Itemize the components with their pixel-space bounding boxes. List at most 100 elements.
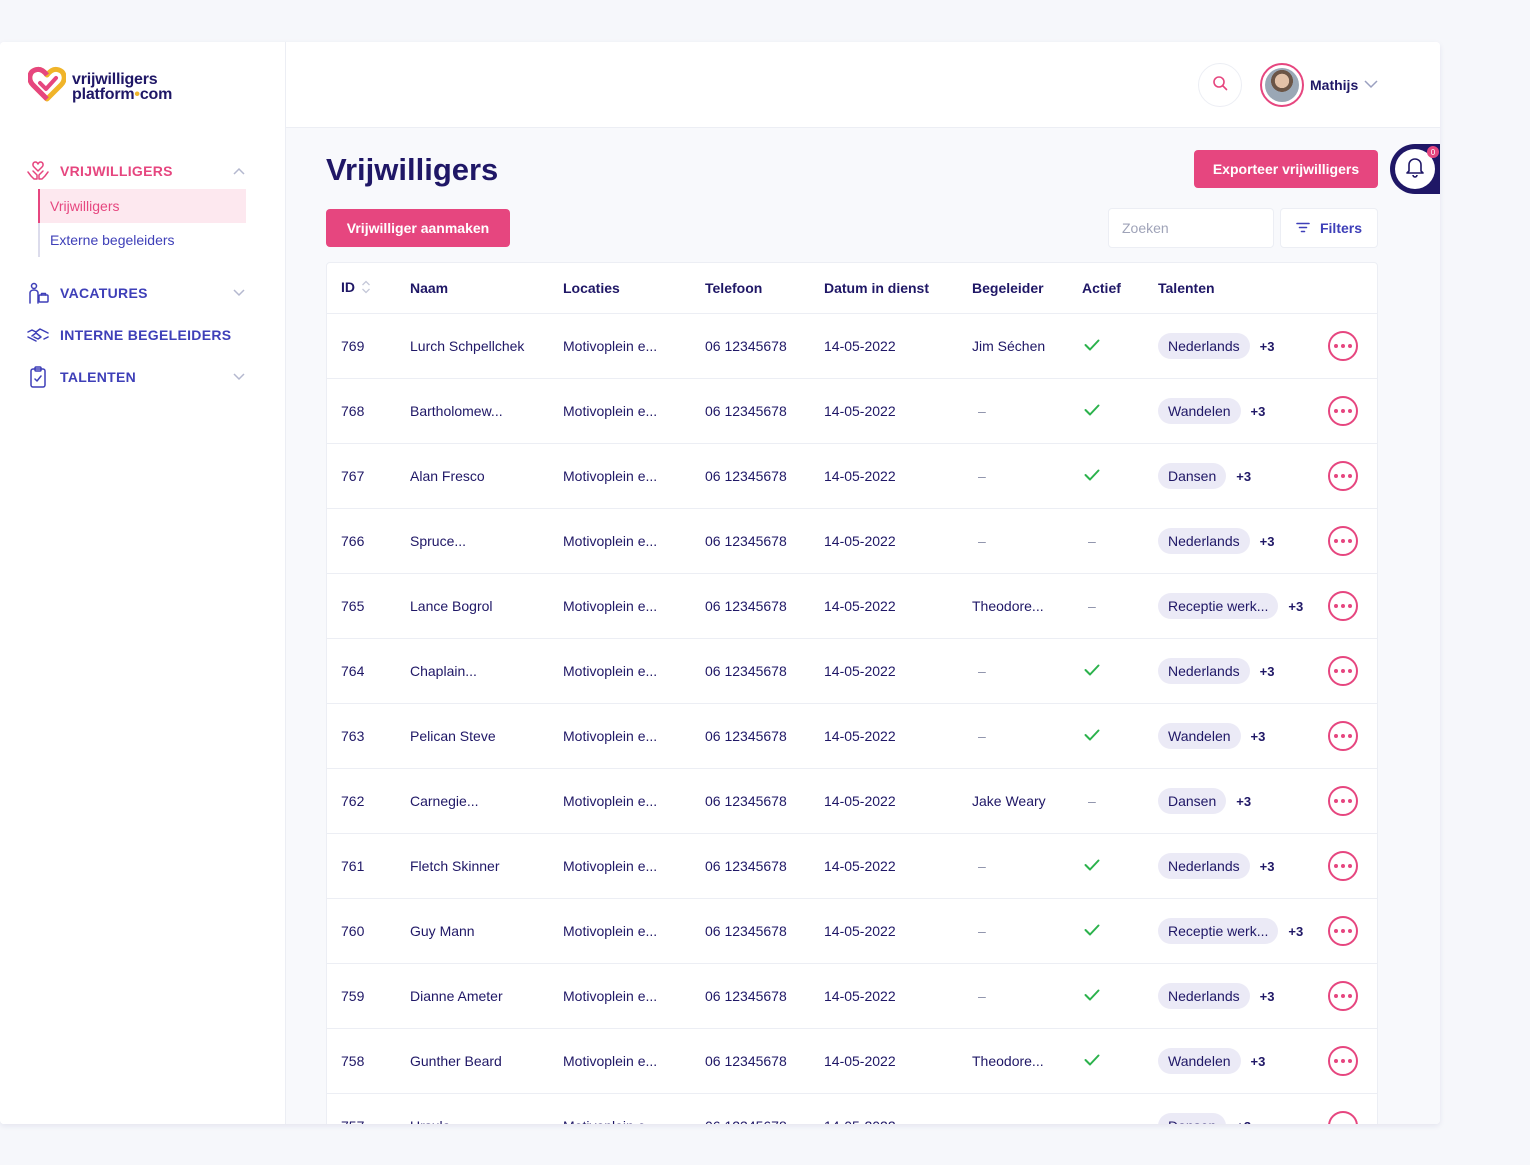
row-actions-button[interactable] <box>1328 915 1358 946</box>
begeleider-value: – <box>978 467 986 484</box>
subnav-vrijwilligers: Vrijwilligers Externe begeleiders <box>38 189 246 257</box>
sort-icon[interactable] <box>361 280 371 297</box>
cell-actions <box>1328 573 1377 639</box>
cell-actions <box>1328 443 1377 509</box>
row-actions-button[interactable] <box>1328 590 1358 621</box>
row-actions-button[interactable] <box>1328 1045 1358 1076</box>
cell-naam[interactable]: Pelican Steve <box>410 703 563 769</box>
cell-actief <box>1082 963 1158 1029</box>
talent-tag[interactable]: Nederlands <box>1158 527 1250 554</box>
table-row[interactable]: 759 Dianne Ameter Motivoplein e... 06 12345… <box>327 963 1377 1029</box>
row-actions-button[interactable] <box>1328 460 1358 491</box>
talent-more-count[interactable]: +3 <box>1250 1053 1266 1069</box>
row-actions-button[interactable] <box>1328 980 1358 1011</box>
talent-more-count[interactable]: +3 <box>1250 403 1266 419</box>
cell-naam[interactable]: Dianne Ameter <box>410 963 563 1029</box>
talent-tag[interactable]: Wandelen <box>1158 397 1241 424</box>
filters-button[interactable]: Filters <box>1280 208 1378 248</box>
row-actions-button[interactable] <box>1328 785 1358 816</box>
sidebar-group-interne-begeleiders[interactable]: INTERNE BEGELEIDERS <box>26 321 246 349</box>
table-row[interactable]: 763 Pelican Steve Motivoplein e... 06 12345… <box>327 703 1377 769</box>
talent-more-count[interactable]: +3 <box>1259 338 1275 354</box>
talent-more-count[interactable]: +3 <box>1236 468 1252 484</box>
notifications-button[interactable]: 0 <box>1390 144 1440 194</box>
chevron-down-icon[interactable] <box>232 286 246 300</box>
global-search-button[interactable] <box>1198 63 1242 107</box>
table-row[interactable]: 761 Fletch Skinner Motivoplein e... 06 1234… <box>327 833 1377 899</box>
cell-locatie: Motivoplein e... <box>563 313 705 379</box>
sidebar-group-talenten[interactable]: TALENTEN <box>26 363 246 391</box>
talent-more-count[interactable]: +3 <box>1259 858 1275 874</box>
chevron-down-icon[interactable] <box>232 370 246 384</box>
row-actions-button[interactable] <box>1328 1110 1358 1124</box>
logo[interactable]: vrijwilligers platform•com <box>27 66 172 107</box>
cell-naam[interactable]: Chaplain... <box>410 638 563 704</box>
talent-tag[interactable]: Dansen <box>1158 787 1227 814</box>
sidebar-item-vrijwilligers[interactable]: Vrijwilligers <box>38 189 246 223</box>
talent-more-count[interactable]: +3 <box>1259 663 1275 679</box>
cell-naam[interactable]: Alan Fresco <box>410 443 563 509</box>
talent-tag[interactable]: Nederlands <box>1158 982 1250 1009</box>
talent-more-count[interactable]: +3 <box>1236 1119 1251 1125</box>
talent-tag[interactable]: Receptie werk... <box>1158 592 1279 619</box>
cell-naam[interactable]: Carnegie... <box>410 768 563 834</box>
talent-tag[interactable]: Wandelen <box>1158 1047 1241 1074</box>
row-actions-button[interactable] <box>1328 720 1358 751</box>
sidebar-group-vrijwilligers[interactable]: VRIJWILLIGERS <box>26 157 246 185</box>
talent-more-count[interactable]: +3 <box>1236 793 1252 809</box>
chevron-up-icon[interactable] <box>232 164 246 178</box>
table-row[interactable]: 760 Guy Mann Motivoplein e... 06 12345678 14… <box>327 898 1377 964</box>
talent-more-count[interactable]: +3 <box>1259 533 1275 549</box>
handshake-icon <box>26 323 50 347</box>
cell-naam[interactable]: Ursula... <box>410 1093 563 1124</box>
talent-tag[interactable]: Receptie werk... <box>1158 917 1279 944</box>
row-actions-button[interactable] <box>1328 850 1358 881</box>
search-input[interactable] <box>1108 208 1274 248</box>
table-row[interactable]: 766 Spruce... Motivoplein e... 06 12345678 1… <box>327 508 1377 574</box>
talent-tag[interactable]: Dansen <box>1158 462 1227 489</box>
cell-naam[interactable]: Bartholomew... <box>410 378 563 444</box>
row-actions-button[interactable] <box>1328 525 1358 556</box>
talent-tag[interactable]: Nederlands <box>1158 657 1250 684</box>
talent-tag[interactable]: Dansen <box>1158 1112 1227 1124</box>
create-volunteer-button[interactable]: Vrijwilliger aanmaken <box>326 209 510 247</box>
table-row[interactable]: 758 Gunther Beard Motivoplein e... 06 12345… <box>327 1028 1377 1094</box>
table-row[interactable]: 765 Lance Bogrol Motivoplein e... 06 123456… <box>327 573 1377 639</box>
talent-tag[interactable]: Nederlands <box>1158 852 1250 879</box>
logo-text: vrijwilligers platform•com <box>72 71 172 102</box>
cell-naam[interactable]: Fletch Skinner <box>410 833 563 899</box>
talent-tag[interactable]: Nederlands <box>1158 332 1250 359</box>
table-row[interactable]: 762 Carnegie... Motivoplein e... 06 1234567… <box>327 768 1377 834</box>
avatar[interactable] <box>1260 63 1304 107</box>
talent-tag[interactable]: Wandelen <box>1158 722 1241 749</box>
cell-id: 769 <box>327 313 410 379</box>
table-row[interactable]: 767 Alan Fresco Motivoplein e... 06 1234567… <box>327 443 1377 509</box>
table-row[interactable]: 769 Lurch Schpellchek Motivoplein e... 06 1… <box>327 313 1377 379</box>
table-row[interactable]: 768 Bartholomew... Motivoplein e... 06 1234… <box>327 378 1377 444</box>
check-icon <box>1082 988 1100 1004</box>
talent-more-count[interactable]: +3 <box>1250 728 1266 744</box>
cell-locatie: Motivoplein e... <box>563 573 705 639</box>
talent-more-count[interactable]: +3 <box>1288 923 1304 939</box>
row-actions-button[interactable] <box>1328 330 1358 361</box>
cell-naam[interactable]: Gunther Beard <box>410 1028 563 1094</box>
sidebar-group-vacatures[interactable]: VACATURES <box>26 279 246 307</box>
row-actions-button[interactable] <box>1328 395 1358 426</box>
talent-more-count[interactable]: +3 <box>1259 988 1275 1004</box>
cell-naam[interactable]: Guy Mann <box>410 898 563 964</box>
cell-naam[interactable]: Lurch Schpellchek <box>410 313 563 379</box>
chevron-down-icon <box>1364 76 1378 94</box>
column-header-id[interactable]: ID <box>327 263 410 314</box>
table-row[interactable]: 757Ursula...Motivoplein e...06 123456781… <box>327 1093 1377 1124</box>
cell-naam[interactable]: Lance Bogrol <box>410 573 563 639</box>
export-button[interactable]: Exporteer vrijwilligers <box>1194 150 1378 188</box>
column-header-datum: Datum in dienst <box>824 263 972 314</box>
table-row[interactable]: 764 Chaplain... Motivoplein e... 06 1234567… <box>327 638 1377 704</box>
row-actions-button[interactable] <box>1328 655 1358 686</box>
cell-naam[interactable]: Spruce... <box>410 508 563 574</box>
sidebar-item-externe-begeleiders[interactable]: Externe begeleiders <box>50 232 175 248</box>
talent-more-count[interactable]: +3 <box>1288 598 1304 614</box>
user-menu[interactable]: Mathijs <box>1260 63 1378 107</box>
inactive-dash: – <box>1082 1118 1096 1125</box>
hands-heart-icon <box>26 159 50 183</box>
